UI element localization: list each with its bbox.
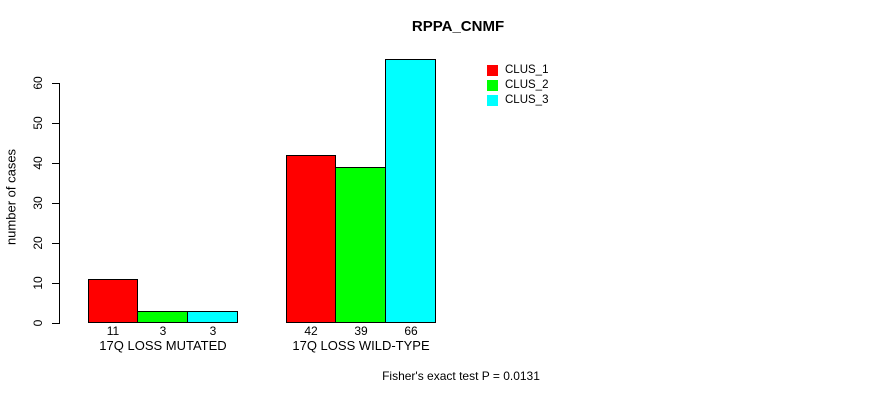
- bar-clus_3-group2: [385, 59, 436, 323]
- y-axis-tick-label: 0: [31, 319, 45, 327]
- y-axis-tick-label: 40: [31, 156, 45, 170]
- y-axis-tick: [52, 123, 59, 124]
- fisher-test-annotation: Fisher's exact test P = 0.0131: [382, 369, 540, 383]
- bar-value-label: 3: [209, 324, 217, 338]
- bar-value-label: 66: [404, 324, 418, 338]
- y-axis-tick: [52, 83, 59, 84]
- legend-swatch-clus_1: [487, 65, 498, 76]
- legend-label: CLUS_1: [505, 63, 549, 76]
- y-axis-tick: [52, 323, 59, 324]
- bar-value-label: 39: [354, 324, 368, 338]
- legend-label: CLUS_3: [505, 93, 549, 106]
- bar-value-label: 3: [159, 324, 167, 338]
- y-axis-tick-label: 60: [31, 76, 45, 90]
- category-label: 17Q LOSS MUTATED: [99, 338, 227, 353]
- y-axis-tick-label: 50: [31, 116, 45, 130]
- legend-swatch-clus_2: [487, 80, 498, 91]
- legend-item-clus_2: CLUS_2: [487, 78, 548, 93]
- bar-clus_1-group2: [286, 155, 336, 323]
- bar-value-label: 11: [106, 324, 120, 338]
- bar-value-label: 42: [304, 324, 318, 338]
- y-axis-tick: [52, 163, 59, 164]
- legend: CLUS_1 CLUS_2 CLUS_3: [487, 63, 548, 108]
- bar-clus_3-group1: [187, 311, 238, 323]
- bar-clus_1-group1: [88, 279, 138, 323]
- y-axis-tick: [52, 243, 59, 244]
- legend-item-clus_3: CLUS_3: [487, 93, 548, 108]
- y-axis-tick: [52, 203, 59, 204]
- legend-label: CLUS_2: [505, 78, 549, 91]
- y-axis-tick-label: 30: [31, 196, 45, 210]
- y-axis-tick-label: 10: [31, 276, 45, 290]
- y-axis-tick: [52, 283, 59, 284]
- legend-item-clus_1: CLUS_1: [487, 63, 548, 78]
- legend-swatch-clus_3: [487, 95, 498, 106]
- bar-clus_2-group2: [335, 167, 386, 323]
- y-axis-label: number of cases: [3, 148, 19, 246]
- y-axis-tick-label: 20: [31, 236, 45, 250]
- bar-clus_2-group1: [137, 311, 188, 323]
- chart-title: RPPA_CNMF: [411, 18, 505, 35]
- y-axis-line: [59, 83, 60, 324]
- category-label: 17Q LOSS WILD-TYPE: [292, 338, 430, 353]
